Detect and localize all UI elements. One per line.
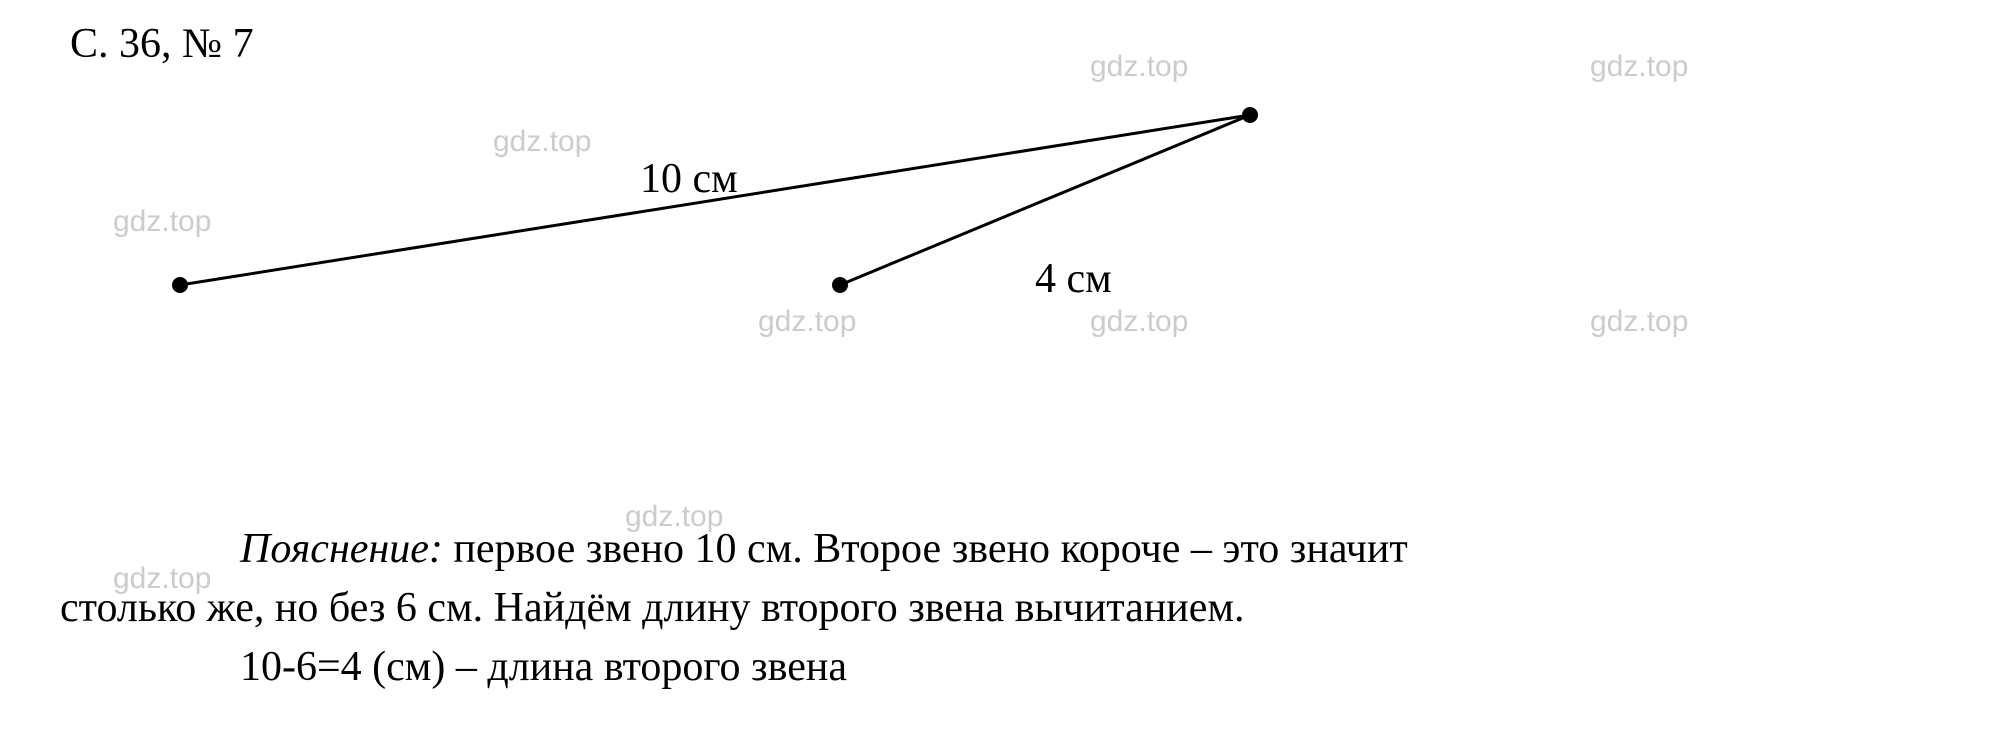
explanation-label: Пояснение: xyxy=(240,526,443,572)
explanation-text-1: первое звено 10 см. Второе звено короче … xyxy=(443,526,1408,572)
segment-label-2: 4 см xyxy=(1035,255,1112,303)
segment-label-1: 10 см xyxy=(640,155,738,203)
explanation-text-3: 10-6=4 (см) – длина второго звена xyxy=(240,644,847,690)
endpoint-3 xyxy=(832,277,848,293)
endpoint-1 xyxy=(172,277,188,293)
explanation-block: Пояснение: первое звено 10 см. Второе зв… xyxy=(60,520,1930,696)
geometry-diagram xyxy=(0,60,1992,360)
endpoint-2 xyxy=(1242,107,1258,123)
explanation-text-2: столько же, но без 6 см. Найдём длину вт… xyxy=(60,579,1930,638)
